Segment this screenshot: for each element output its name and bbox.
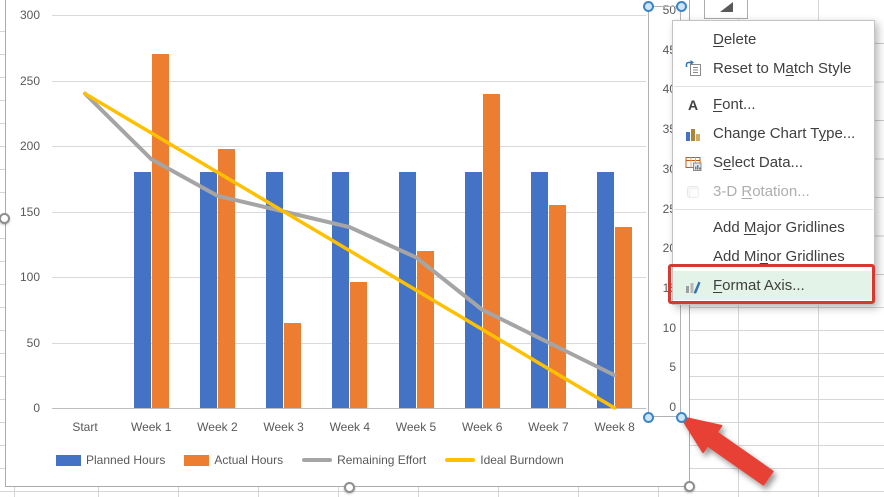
x-axis-category-label[interactable]: Start [72, 420, 98, 434]
menu-item-label: 3-D Rotation... [713, 183, 810, 200]
primary-y-axis-label[interactable]: 0 [33, 401, 40, 415]
secondary-y-axis-label[interactable]: 0 [669, 400, 676, 414]
legend-label: Remaining Effort [337, 453, 427, 467]
menu-item-format-axis[interactable]: Format Axis... [673, 271, 874, 300]
menu-item-label: Delete [713, 31, 757, 48]
change-chart-type-icon [673, 126, 713, 142]
x-axis-line [52, 408, 646, 409]
bar-actual-hours-week-5[interactable] [416, 250, 434, 408]
bar-planned-hours-week-3[interactable] [266, 172, 284, 408]
axis-selection-handle-icon[interactable] [676, 1, 687, 12]
legend-item-remaining-effort[interactable]: Remaining Effort [302, 453, 426, 467]
bar-planned-hours-week-1[interactable] [133, 172, 151, 408]
bar-actual-hours-week-2[interactable] [217, 148, 235, 408]
primary-y-axis-label[interactable]: 50 [26, 335, 40, 350]
menu-separator [674, 209, 873, 210]
legend-item-planned-hours[interactable]: Planned Hours [56, 453, 165, 467]
font-icon: A [687, 96, 699, 113]
legend-item-ideal-burndown[interactable]: Ideal Burndown [445, 453, 564, 467]
bar-actual-hours-week-4[interactable] [350, 282, 368, 408]
axis-selection-handle-icon[interactable] [643, 1, 654, 12]
bar-actual-hours-week-7[interactable] [548, 204, 566, 408]
bar-planned-hours-week-7[interactable] [530, 172, 548, 408]
dropdown-corner-triangle-icon [720, 2, 733, 12]
bar-actual-hours-week-3[interactable] [284, 322, 302, 408]
menu-item-add-major-gridlines[interactable]: Add Major Gridlines [673, 213, 874, 242]
ideal-burndown-line[interactable] [83, 91, 617, 410]
menu-item-font[interactable]: A Font... [673, 90, 874, 119]
plot-gridline [52, 81, 646, 82]
menu-item-label: Add Major Gridlines [713, 219, 845, 236]
x-axis-category-label[interactable]: Week 4 [329, 420, 371, 434]
bar-planned-hours-week-2[interactable] [199, 172, 217, 408]
bar-actual-hours-week-6[interactable] [482, 93, 500, 408]
context-menu: Delete Reset to Match Style A Font... Change… [672, 20, 875, 305]
secondary-y-axis-label[interactable]: 10 [662, 320, 676, 335]
x-axis-category-label[interactable]: Week 5 [395, 420, 437, 434]
bar-planned-hours-week-4[interactable] [332, 172, 350, 408]
bar-planned-hours-week-8[interactable] [597, 172, 615, 408]
chart-resize-handle[interactable] [344, 482, 355, 493]
secondary-y-axis-label[interactable]: 5 [669, 360, 676, 375]
legend[interactable]: Planned Hours Actual Hours Remaining Effor… [56, 453, 564, 467]
menu-item-3-d-rotation: 3-D Rotation... [673, 177, 874, 206]
bar-planned-hours-week-6[interactable] [464, 172, 482, 408]
legend-swatch-icon [445, 458, 476, 462]
bar-planned-hours-week-5[interactable] [398, 172, 416, 408]
background-grid-strip [874, 20, 884, 305]
rotation-3d-icon [673, 184, 713, 200]
mini-toolbar-fragment[interactable] [704, 0, 748, 19]
x-axis-category-label[interactable]: Week 7 [528, 420, 569, 434]
legend-item-actual-hours[interactable]: Actual Hours [184, 453, 283, 467]
reset-style-icon [673, 60, 713, 77]
chart-resize-handle[interactable] [0, 213, 10, 224]
legend-label: Ideal Burndown [480, 453, 564, 467]
menu-item-label: Font... [713, 96, 756, 113]
menu-item-select-data[interactable]: Select Data... [673, 148, 874, 177]
remaining-effort-line[interactable] [83, 91, 617, 378]
bar-actual-hours-week-8[interactable] [615, 227, 633, 408]
plot-gridline [52, 146, 646, 147]
x-axis-category-label[interactable]: Week 1 [130, 420, 172, 434]
menu-item-label: Format Axis... [713, 277, 805, 294]
primary-y-axis-label[interactable]: 100 [19, 270, 40, 284]
x-axis-category-label[interactable]: Week 8 [594, 420, 635, 434]
menu-item-reset-to-match-style[interactable]: Reset to Match Style [673, 54, 874, 83]
legend-swatch-icon [302, 458, 333, 462]
x-axis-category-label[interactable]: Week 2 [197, 420, 238, 434]
format-axis-icon [673, 278, 713, 294]
highlight-box [668, 264, 875, 304]
chart-resize-handle[interactable] [684, 481, 695, 492]
x-axis-category-label[interactable]: Week 3 [263, 420, 304, 434]
legend-swatch-icon [56, 454, 81, 466]
legend-swatch-icon [184, 454, 210, 466]
x-axis-category-label[interactable]: Week 6 [461, 420, 503, 434]
primary-y-axis-label[interactable]: 250 [19, 73, 40, 88]
menu-item-add-minor-gridlines[interactable]: Add Minor Gridlines [673, 242, 874, 271]
primary-y-axis-label[interactable]: 150 [19, 204, 40, 219]
menu-separator [674, 86, 873, 87]
primary-y-axis-label[interactable]: 200 [19, 139, 40, 153]
menu-item-label: Change Chart Type... [713, 125, 856, 142]
annotation-arrow-icon [680, 416, 774, 486]
axis-selection-handle-icon[interactable] [676, 412, 687, 423]
legend-label: Planned Hours [86, 453, 166, 467]
legend-label: Actual Hours [214, 453, 284, 467]
primary-y-axis-label[interactable]: 300 [19, 8, 40, 22]
select-data-icon [673, 155, 713, 171]
menu-item-label: Reset to Match Style [713, 60, 852, 77]
axis-selection-handle-icon[interactable] [643, 412, 654, 423]
menu-item-label: Select Data... [713, 154, 804, 171]
chart-plot-area: 0 50 100 150 200 250 300 0 5 10 15 20 25 30 35 40 45 50 St… [19, 3, 676, 467]
menu-item-delete[interactable]: Delete [673, 25, 874, 54]
menu-item-change-chart-type[interactable]: Change Chart Type... [673, 119, 874, 148]
plot-gridline [52, 15, 646, 16]
menu-item-label: Add Minor Gridlines [713, 248, 845, 265]
